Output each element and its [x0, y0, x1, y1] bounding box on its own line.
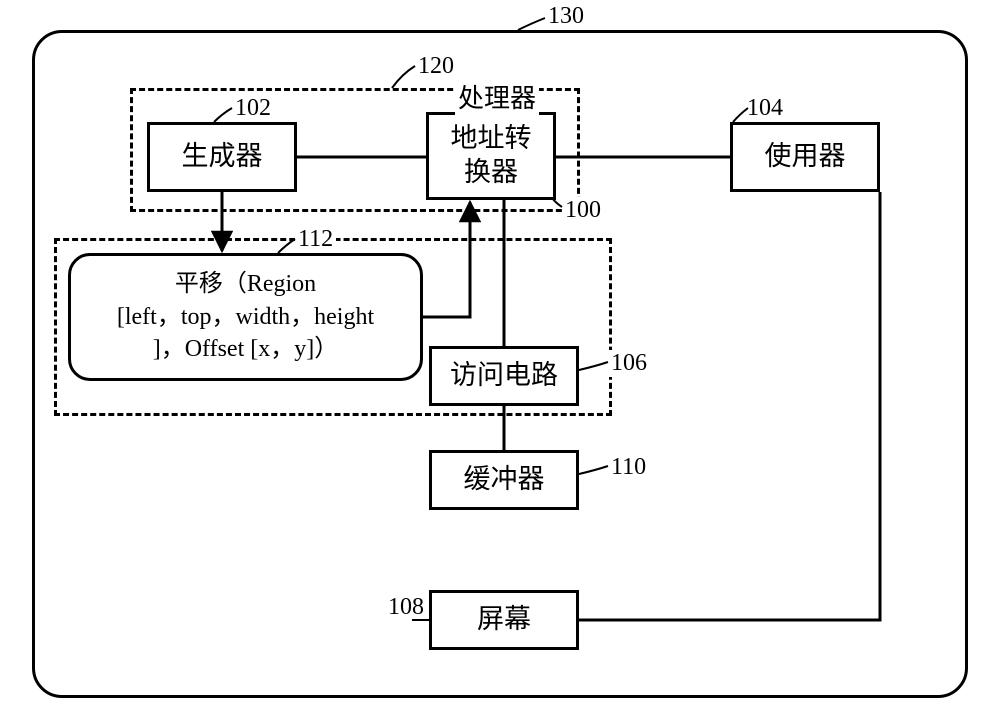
label-translator-ref: 100: [562, 197, 604, 224]
label-user-ref: 104: [744, 95, 786, 122]
label-screen-ref: 108: [385, 594, 427, 621]
node-command: 平移（Region [left，top，width，height ]，Offse…: [68, 253, 423, 381]
label-generator-ref: 102: [232, 95, 274, 122]
node-buffer: 缓冲器: [429, 450, 579, 510]
node-buffer-text: 缓冲器: [464, 463, 545, 497]
node-generator: 生成器: [147, 122, 297, 192]
diagram-canvas: 生成器 地址转 换器 使用器 平移（Region [left，top，width…: [0, 0, 1000, 723]
node-screen-text: 屏幕: [477, 603, 531, 637]
label-buffer-ref: 110: [608, 454, 649, 481]
node-user-text: 使用器: [765, 140, 846, 174]
label-command-ref: 112: [295, 226, 336, 253]
node-access: 访问电路: [429, 346, 579, 406]
node-translator-text: 地址转 换器: [451, 122, 532, 190]
node-access-text: 访问电路: [450, 359, 558, 393]
node-generator-text: 生成器: [182, 140, 263, 174]
node-command-text: 平移（Region [left，top，width，height ]，Offse…: [117, 268, 374, 365]
label-processor-ref: 120: [415, 53, 457, 80]
label-access-ref: 106: [608, 350, 650, 377]
node-translator: 地址转 换器: [426, 112, 556, 200]
node-screen: 屏幕: [429, 590, 579, 650]
label-outer-ref: 130: [545, 3, 587, 30]
node-user: 使用器: [730, 122, 880, 192]
label-processor-title: 处理器: [455, 78, 539, 115]
